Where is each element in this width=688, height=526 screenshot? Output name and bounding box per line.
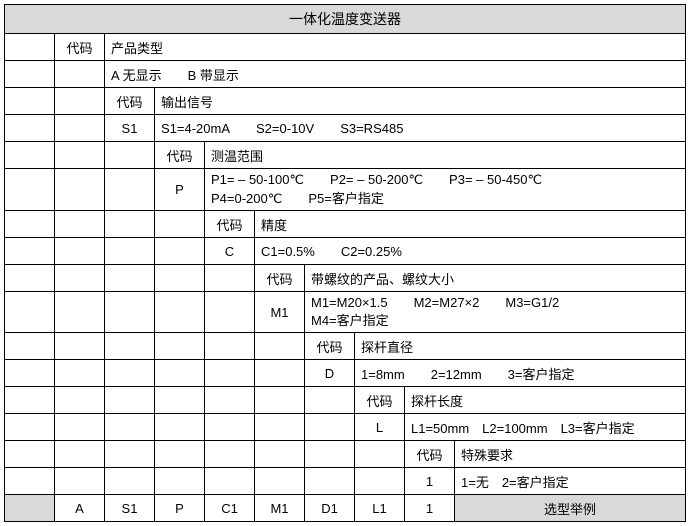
ex-c3: P	[155, 495, 205, 521]
diameter-code: D	[305, 360, 355, 386]
temp-label: 测温范围	[205, 142, 685, 168]
row-level4-opts: C C1=0.5% C2=0.25%	[5, 238, 685, 265]
output-opts: S1=4-20mA S2=0-10V S3=RS485	[155, 115, 685, 141]
ex-c5: M1	[255, 495, 305, 521]
code-label-3: 代码	[155, 142, 205, 168]
example-label: 选型举例	[455, 495, 685, 521]
special-label: 特殊要求	[455, 441, 685, 467]
row-level2-head: 代码 输出信号	[5, 88, 685, 115]
example-shade	[5, 495, 55, 521]
length-label: 探杆长度	[405, 387, 685, 413]
table-title: 一体化温度变送器	[5, 5, 685, 34]
output-label: 输出信号	[155, 88, 685, 114]
code-label-4: 代码	[205, 211, 255, 237]
product-type-opts: A 无显示 B 带显示	[105, 61, 685, 87]
row-example: A S1 P C1 M1 D1 L1 1 选型举例	[5, 495, 685, 521]
code-label-2: 代码	[105, 88, 155, 114]
row-level8-opts: 1 1=无 2=客户指定	[5, 468, 685, 495]
code-label-8: 代码	[405, 441, 455, 467]
product-type-codecell	[55, 61, 105, 87]
code-label-5: 代码	[255, 265, 305, 291]
row-level7-head: 代码 探杆长度	[5, 387, 685, 414]
ex-c7: L1	[355, 495, 405, 521]
temp-opts: P1= – 50-100℃ P2= – 50-200℃ P3= – 50-450…	[205, 169, 685, 210]
row-level6-opts: D 1=8mm 2=12mm 3=客户指定	[5, 360, 685, 387]
accuracy-label: 精度	[255, 211, 685, 237]
row-level2-opts: S1 S1=4-20mA S2=0-10V S3=RS485	[5, 115, 685, 142]
code-label-1: 代码	[55, 34, 105, 60]
row-level6-head: 代码 探杆直径	[5, 333, 685, 360]
indent-1	[5, 34, 55, 60]
diameter-opts: 1=8mm 2=12mm 3=客户指定	[355, 360, 685, 386]
row-level5-head: 代码 带螺纹的产品、螺纹大小	[5, 265, 685, 292]
output-code: S1	[105, 115, 155, 141]
row-level3-head: 代码 测温范围	[5, 142, 685, 169]
row-level3-opts: P P1= – 50-100℃ P2= – 50-200℃ P3= – 50-4…	[5, 169, 685, 211]
row-level7-opts: L L1=50mm L2=100mm L3=客户指定	[5, 414, 685, 441]
thread-label: 带螺纹的产品、螺纹大小	[305, 265, 685, 291]
thread-opts: M1=M20×1.5 M2=M27×2 M3=G1/2 M4=客户指定	[305, 292, 685, 332]
code-label-6: 代码	[305, 333, 355, 359]
special-opts: 1=无 2=客户指定	[455, 468, 685, 494]
row-level1-head: 代码 产品类型	[5, 34, 685, 61]
ex-c2: S1	[105, 495, 155, 521]
length-opts: L1=50mm L2=100mm L3=客户指定	[405, 414, 685, 440]
row-level4-head: 代码 精度	[5, 211, 685, 238]
length-code: L	[355, 414, 405, 440]
accuracy-code: C	[205, 238, 255, 264]
spec-table: 一体化温度变送器 代码 产品类型 A 无显示 B 带显示 代码 输出信号 S1 …	[4, 4, 686, 522]
ex-c4: C1	[205, 495, 255, 521]
row-level5-opts: M1 M1=M20×1.5 M2=M27×2 M3=G1/2 M4=客户指定	[5, 292, 685, 333]
ex-c6: D1	[305, 495, 355, 521]
row-level8-head: 代码 特殊要求	[5, 441, 685, 468]
row-level1-opts: A 无显示 B 带显示	[5, 61, 685, 88]
code-label-7: 代码	[355, 387, 405, 413]
special-code: 1	[405, 468, 455, 494]
ex-c8: 1	[405, 495, 455, 521]
thread-code: M1	[255, 292, 305, 332]
accuracy-opts: C1=0.5% C2=0.25%	[255, 238, 685, 264]
temp-code: P	[155, 169, 205, 210]
product-type-label: 产品类型	[105, 34, 685, 60]
ex-c1: A	[55, 495, 105, 521]
diameter-label: 探杆直径	[355, 333, 685, 359]
